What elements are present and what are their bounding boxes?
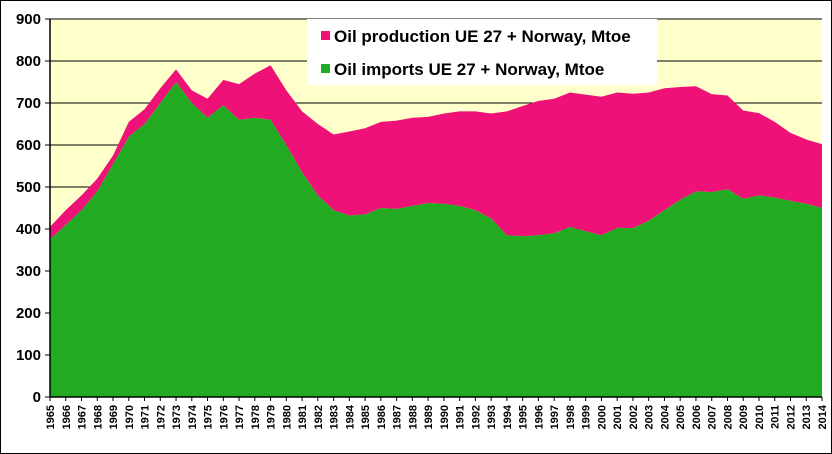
x-axis-ticks: 1965 1966 1967 1968 1969 1970 1971 1972 1973 1974… (45, 397, 829, 429)
y-axis-ticks: 0 100 200 300 400 500 600 700 800 900 (16, 11, 50, 406)
legend-swatch-production (321, 31, 330, 40)
x-tick-label: 2011 (770, 405, 782, 429)
y-tick-label: 900 (16, 11, 41, 28)
x-tick-label: 1982 (313, 405, 325, 429)
x-tick-label: 2007 (707, 405, 719, 429)
series-areas (50, 65, 822, 397)
legend-label-imports: Oil imports UE 27 + Norway, Mtoe (334, 60, 604, 79)
x-tick-label: 2002 (628, 405, 640, 429)
x-tick-label: 2013 (801, 405, 813, 429)
x-tick-label: 1988 (407, 405, 419, 429)
x-tick-label: 1977 (234, 405, 246, 429)
x-tick-label: 1969 (108, 405, 120, 429)
x-tick-label: 1967 (77, 405, 89, 429)
x-tick-label: 2003 (644, 405, 656, 429)
x-tick-label: 1980 (281, 405, 293, 429)
x-tick-label: 1971 (140, 405, 152, 429)
legend-box (307, 19, 657, 85)
x-tick-label: 2009 (738, 405, 750, 429)
x-tick-label: 1981 (297, 405, 309, 429)
x-tick-label: 1968 (92, 405, 104, 429)
x-tick-label: 2006 (691, 405, 703, 429)
x-tick-label: 1979 (266, 405, 278, 429)
x-tick-label: 2001 (612, 405, 624, 429)
x-tick-label: 2000 (596, 405, 608, 429)
x-tick-label: 1985 (360, 405, 372, 429)
x-tick-label: 1972 (155, 405, 167, 429)
x-tick-label: 2004 (659, 404, 671, 429)
x-tick-label: 2014 (817, 404, 829, 429)
legend-label-production: Oil production UE 27 + Norway, Mtoe (334, 27, 631, 46)
legend-swatch-imports (321, 64, 330, 73)
x-tick-label: 2008 (722, 405, 734, 429)
y-tick-label: 800 (16, 53, 41, 70)
x-tick-label: 1973 (171, 405, 183, 429)
y-tick-label: 700 (16, 95, 41, 112)
x-tick-label: 2012 (785, 405, 797, 429)
x-tick-label: 1975 (203, 405, 215, 429)
y-tick-label: 0 (33, 389, 41, 406)
x-tick-label: 1989 (423, 405, 435, 429)
x-tick-label: 1987 (392, 405, 404, 429)
y-tick-label: 300 (16, 263, 41, 280)
x-tick-label: 2010 (754, 405, 766, 429)
x-tick-label: 1965 (45, 405, 57, 429)
x-tick-label: 1995 (518, 405, 530, 429)
x-tick-label: 1999 (581, 405, 593, 429)
x-tick-label: 1986 (376, 405, 388, 429)
area-series-imports (50, 82, 822, 397)
x-tick-label: 1966 (61, 405, 73, 429)
x-tick-label: 1996 (533, 405, 545, 429)
x-tick-label: 1992 (470, 405, 482, 429)
y-tick-label: 400 (16, 221, 41, 238)
x-tick-label: 1991 (455, 405, 467, 429)
x-tick-label: 1997 (549, 405, 561, 429)
legend: Oil production UE 27 + Norway, Mtoe Oil … (307, 19, 657, 85)
x-tick-label: 1993 (486, 405, 498, 429)
x-tick-label: 2005 (675, 405, 687, 429)
x-tick-label: 1984 (344, 404, 356, 429)
y-tick-label: 600 (16, 137, 41, 154)
x-tick-label: 1998 (565, 405, 577, 429)
x-tick-label: 1983 (329, 405, 341, 429)
x-tick-label: 1994 (502, 404, 514, 429)
x-tick-label: 1974 (187, 404, 199, 429)
x-tick-label: 1970 (124, 405, 136, 429)
y-tick-label: 200 (16, 305, 41, 322)
x-tick-label: 1978 (250, 405, 262, 429)
x-tick-label: 1990 (439, 405, 451, 429)
x-tick-label: 1976 (218, 405, 230, 429)
y-tick-label: 500 (16, 179, 41, 196)
area-series-production (50, 65, 822, 240)
y-tick-label: 100 (16, 347, 41, 364)
